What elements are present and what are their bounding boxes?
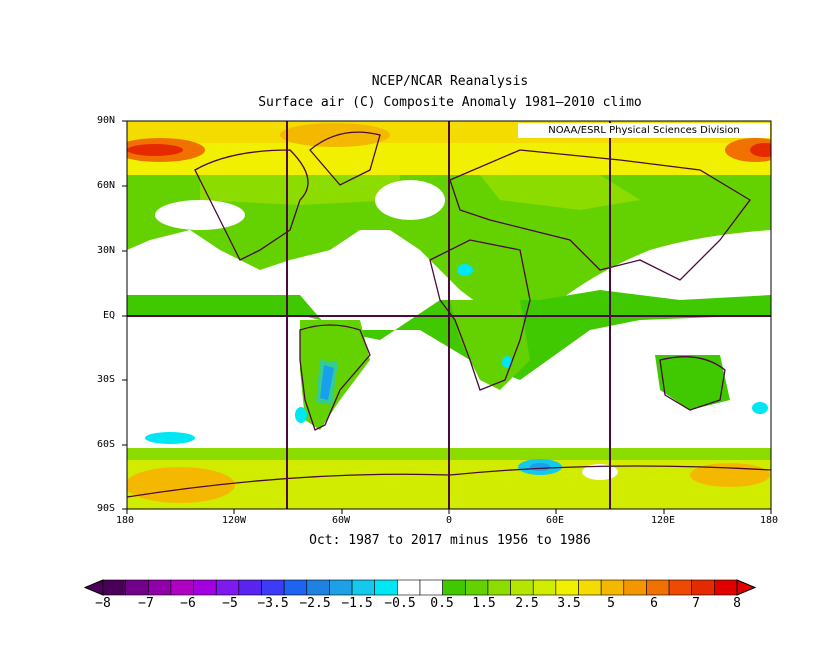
colorbar-swatch [306, 579, 330, 596]
credit-label: NOAA/ESRL Physical Sciences Division [518, 123, 770, 138]
colorbar-tick-label: −1.5 [341, 596, 373, 611]
lat-label: 60N [97, 180, 116, 191]
andes-cool [316, 360, 338, 405]
lon-label: 60E [546, 515, 565, 526]
arctic-hot-west-core [127, 144, 183, 156]
lon-label: 180 [760, 515, 779, 526]
colorbar-swatch [102, 579, 126, 596]
lat-label: 90N [97, 115, 116, 126]
lat-label: 90S [97, 503, 116, 514]
colorbar-swatch [374, 579, 398, 596]
colorbar-tick-label: −2.5 [299, 596, 331, 611]
colorbar-swatch [623, 579, 647, 596]
colorbar-swatch [397, 579, 421, 596]
madagascar-cool [502, 356, 512, 368]
colorbar-swatch [419, 579, 443, 596]
nh-yellowgreen [200, 175, 400, 205]
grid [127, 121, 771, 509]
colorbar-tick-label: 1.5 [472, 596, 496, 611]
colorbar-swatch [238, 579, 262, 596]
sahara-cool [457, 264, 473, 276]
colorbar-swatch [125, 579, 149, 596]
tasman-cool [752, 402, 768, 414]
colorbar-swatch [600, 579, 625, 596]
colorbar-tick-label: −7 [138, 596, 154, 611]
colorbar-tick-label: −3.5 [257, 596, 289, 611]
colorbar-swatch [329, 579, 353, 596]
map-title: NCEP/NCAR Reanalysis [371, 74, 529, 89]
colorbar-swatch [578, 579, 602, 596]
period-label: Oct: 1987 to 2017 minus 1956 to 1986 [309, 533, 591, 548]
lat-label: EQ [103, 310, 116, 321]
colorbar-tick-label: −5 [222, 596, 238, 611]
lon-label: 60W [332, 515, 351, 526]
map-subtitle: Surface air (C) Composite Anomaly 1981–2… [258, 95, 642, 110]
colorbar-tick-label: 0.5 [430, 596, 454, 611]
colorbar-swatch [442, 579, 466, 596]
australia-green [655, 355, 730, 410]
lat-label: 30N [97, 245, 116, 256]
colorbar-tick-label: 2.5 [515, 596, 539, 611]
colorbar-swatch [193, 579, 217, 596]
colorbar-tick-label: 5 [607, 596, 615, 611]
colorbar-swatch [532, 579, 557, 596]
colorbar-swatch [215, 579, 240, 596]
lat-label: 60S [97, 439, 116, 450]
greenland-warm [280, 123, 390, 147]
colorbar-swatch [283, 579, 308, 596]
npacific-white [155, 200, 245, 230]
colorbar-swatch [510, 579, 534, 596]
colorbar-swatch [170, 579, 194, 596]
lon-label: 120E [651, 515, 676, 526]
antarctic-cold-core [530, 463, 550, 471]
colorbar-tick-label: −0.5 [384, 596, 416, 611]
colorbar-arrow-high [736, 579, 757, 596]
colorbar-swatch [555, 579, 579, 596]
colorbar-tick-label: −8 [95, 596, 111, 611]
lon-label: 180 [116, 515, 135, 526]
colorbar-swatch [261, 579, 285, 596]
lon-label: 120W [222, 515, 247, 526]
lon-label: 0 [446, 515, 453, 526]
colorbar-arrow-low [83, 579, 104, 596]
antarctic-warm-west [127, 467, 235, 503]
colorbar-tick-label: 3.5 [557, 596, 581, 611]
colorbar [83, 579, 757, 596]
axis-ticks [122, 120, 772, 514]
colorbar-swatch [147, 579, 172, 596]
colorbar-swatch [351, 579, 376, 596]
colorbar-tick-label: 8 [733, 596, 741, 611]
colorbar-tick-label: 7 [692, 596, 700, 611]
sopac-cool [145, 432, 195, 444]
drake-cool [295, 407, 307, 423]
lat-label: 30S [97, 374, 116, 385]
colorbar-swatch [464, 579, 489, 596]
natlantic-white [375, 180, 445, 220]
colorbar-swatch [646, 579, 670, 596]
colorbar-tick-label: −6 [180, 596, 196, 611]
colorbar-swatch [691, 579, 715, 596]
colorbar-swatch [487, 579, 511, 596]
colorbar-swatch [668, 579, 693, 596]
colorbar-swatch [714, 579, 738, 596]
colorbar-tick-label: 6 [650, 596, 658, 611]
arctic-hot-east-core [750, 143, 771, 157]
eurasia-yellowgreen [480, 175, 640, 210]
